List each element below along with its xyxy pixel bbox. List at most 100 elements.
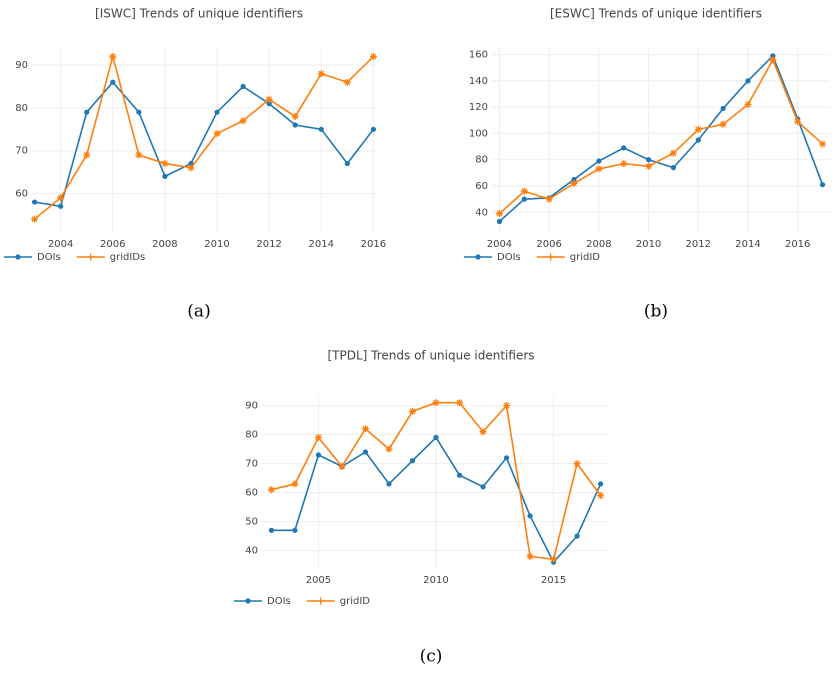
legend-label: gridID [570, 252, 601, 263]
marker [744, 101, 752, 109]
marker [214, 109, 220, 115]
marker [385, 445, 393, 453]
marker [187, 164, 195, 172]
marker [526, 552, 534, 560]
marker [32, 199, 38, 205]
series-line [498, 57, 824, 215]
x-tick-label: 2012 [256, 239, 281, 250]
x-tick-label: 2004 [48, 239, 73, 250]
legend-label: DOIs [497, 252, 521, 263]
marker [386, 481, 392, 487]
series-line [34, 81, 375, 208]
marker [267, 486, 275, 494]
legend-marker [547, 253, 555, 261]
marker [595, 165, 603, 173]
marker [570, 179, 578, 187]
y-tick-label: 80 [245, 430, 258, 441]
marker [819, 140, 827, 148]
marker [58, 203, 64, 209]
marker [520, 187, 528, 195]
x-tick-label: 2012 [686, 239, 711, 250]
x-tick-label: 2006 [536, 239, 561, 250]
marker [292, 122, 298, 128]
y-tick-label: 120 [469, 102, 488, 113]
marker [720, 105, 726, 112]
marker [343, 78, 351, 86]
y-tick-label: 50 [245, 517, 258, 528]
y-tick-label: 100 [469, 128, 488, 139]
marker [135, 151, 143, 159]
series-line [34, 53, 374, 220]
marker [794, 118, 802, 126]
marker [409, 458, 416, 464]
marker [344, 160, 350, 167]
y-tick-label: 40 [475, 207, 488, 218]
marker [433, 434, 439, 441]
legend-label: DOIs [37, 252, 61, 263]
marker [571, 176, 577, 183]
marker [213, 130, 221, 138]
y-tick-label: 140 [469, 76, 488, 87]
marker [694, 125, 702, 133]
y-tick-label: 90 [15, 60, 28, 71]
legend-marker [317, 597, 325, 605]
caption: (b) [644, 302, 668, 322]
marker [291, 480, 299, 488]
marker [496, 218, 503, 225]
x-tick-label: 2014 [735, 239, 760, 250]
marker [162, 173, 168, 179]
legend-marker [87, 253, 95, 261]
y-tick-label: 160 [469, 50, 488, 61]
marker [596, 158, 602, 164]
marker [550, 555, 558, 563]
chart-title: [ESWC] Trends of unique identifiers [550, 7, 762, 21]
x-tick-label: 2014 [309, 239, 334, 250]
y-tick-label: 80 [15, 103, 28, 114]
marker [239, 117, 247, 125]
marker [31, 215, 39, 223]
legend-label: gridIDs [110, 252, 145, 263]
marker [369, 53, 377, 61]
x-tick-label: 2010 [423, 575, 448, 586]
marker [83, 151, 91, 159]
marker [432, 399, 440, 407]
legend-label: gridID [340, 596, 371, 607]
marker [769, 56, 777, 64]
legend-marker [475, 254, 481, 260]
marker [695, 137, 701, 143]
marker [318, 126, 324, 132]
y-tick-label: 70 [15, 146, 28, 157]
y-tick-label: 60 [15, 188, 28, 199]
marker [84, 109, 90, 115]
marker [480, 484, 486, 490]
chart-title: [TPDL] Trends of unique identifiers [327, 349, 534, 363]
x-tick-label: 2010 [204, 239, 229, 250]
marker [268, 527, 275, 533]
y-tick-label: 40 [245, 546, 258, 557]
marker [620, 160, 628, 168]
marker [266, 101, 272, 107]
y-tick-label: 90 [245, 401, 258, 412]
marker [456, 399, 464, 407]
marker [645, 157, 652, 163]
marker [574, 533, 580, 539]
legend-label: DOIs [267, 596, 291, 607]
marker [503, 455, 510, 461]
y-tick-label: 60 [475, 181, 488, 192]
y-tick-label: 80 [475, 155, 488, 166]
marker [621, 145, 627, 151]
marker [819, 182, 826, 188]
x-tick-label: 2010 [636, 239, 661, 250]
caption: (c) [420, 647, 443, 667]
x-tick-label: 2008 [152, 239, 177, 250]
marker [745, 78, 751, 84]
x-tick-label: 2015 [541, 575, 566, 586]
marker [495, 210, 503, 218]
marker [503, 402, 511, 410]
marker [338, 463, 346, 470]
x-tick-label: 2008 [586, 239, 611, 250]
marker [669, 149, 677, 157]
marker [719, 120, 727, 128]
marker [240, 83, 246, 90]
